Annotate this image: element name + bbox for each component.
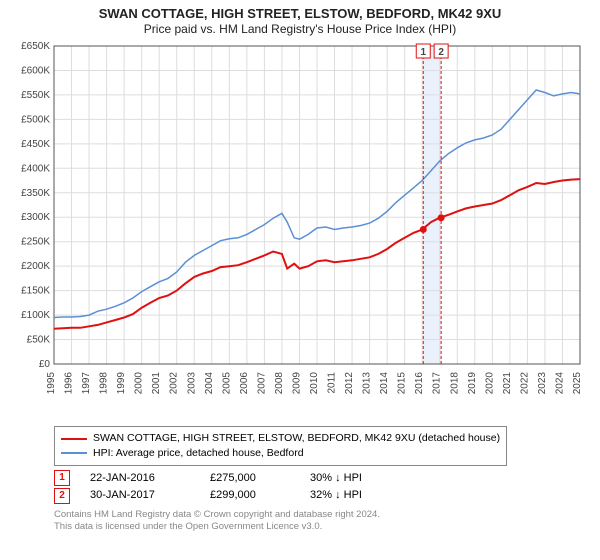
x-axis-label: 2009 — [291, 372, 302, 395]
sale-badge-number: 1 — [59, 470, 65, 486]
x-axis-label: 2003 — [186, 372, 197, 395]
x-axis-label: 2017 — [432, 372, 443, 395]
chart-container: SWAN COTTAGE, HIGH STREET, ELSTOW, BEDFO… — [0, 0, 600, 560]
x-axis-label: 1999 — [116, 372, 127, 395]
y-axis-label: £0 — [39, 359, 51, 370]
x-axis-label: 1997 — [81, 372, 92, 395]
legend: SWAN COTTAGE, HIGH STREET, ELSTOW, BEDFO… — [54, 426, 507, 465]
legend-swatch — [61, 452, 87, 454]
sale-row: 2 30-JAN-2017 £299,000 32% ↓ HPI — [54, 487, 590, 505]
y-axis-label: £200K — [21, 261, 50, 272]
chart-svg: £0 £50K £100K £150K £200K £250K £300K £350K £400… — [10, 40, 590, 420]
y-axis-label: £250K — [21, 237, 50, 248]
y-axis-label: £50K — [27, 335, 51, 346]
x-axis-label: 2012 — [344, 372, 355, 395]
x-axis-label: 2011 — [327, 372, 338, 394]
x-axis-label: 2013 — [362, 372, 373, 395]
x-axis-label: 2023 — [537, 372, 548, 395]
y-axis-label: £300K — [21, 212, 50, 223]
x-axis-label: 2008 — [274, 372, 285, 395]
x-axis-label: 2004 — [204, 372, 215, 395]
chart-plot-area: £0 £50K £100K £150K £200K £250K £300K £350K £400… — [10, 40, 590, 420]
x-axis-label: 2014 — [379, 372, 390, 395]
x-axis-label: 2016 — [414, 372, 425, 395]
sale-badge: 1 — [54, 470, 70, 486]
y-axis-label: £600K — [21, 66, 50, 77]
sale-date: 22-JAN-2016 — [90, 470, 190, 488]
x-axis-label: 2001 — [151, 372, 162, 395]
credits-line: This data is licensed under the Open Gov… — [54, 521, 590, 533]
chart-title: SWAN COTTAGE, HIGH STREET, ELSTOW, BEDFO… — [10, 6, 590, 22]
x-axis-label: 2022 — [519, 372, 530, 395]
sale-pct: 30% ↓ HPI — [310, 470, 362, 488]
sale-price: £299,000 — [210, 487, 290, 505]
y-axis-label: £550K — [21, 90, 50, 101]
x-axis-label: 2007 — [256, 372, 267, 395]
y-axis-label: £350K — [21, 188, 50, 199]
legend-swatch — [61, 438, 87, 440]
legend-row: HPI: Average price, detached house, Bedf… — [61, 446, 500, 461]
x-axis-label: 2020 — [484, 372, 495, 395]
x-axis-label: 2025 — [572, 372, 583, 395]
x-axis-label: 2019 — [467, 372, 478, 395]
x-axis-label: 2010 — [309, 372, 320, 395]
y-axis-label: £500K — [21, 115, 50, 126]
x-axis-label: 1995 — [46, 372, 57, 395]
sale-pct: 32% ↓ HPI — [310, 487, 362, 505]
legend-row: SWAN COTTAGE, HIGH STREET, ELSTOW, BEDFO… — [61, 431, 500, 446]
chart-subtitle: Price paid vs. HM Land Registry's House … — [10, 22, 590, 36]
y-axis-label: £450K — [21, 139, 50, 150]
sale-price: £275,000 — [210, 470, 290, 488]
sale-badge-number: 2 — [59, 488, 65, 504]
sale-date: 30-JAN-2017 — [90, 487, 190, 505]
y-axis-label: £100K — [21, 310, 50, 321]
y-axis-label: £150K — [21, 286, 50, 297]
x-axis-label: 2006 — [239, 372, 250, 395]
x-axis-label: 2018 — [449, 372, 460, 395]
sale-row: 1 22-JAN-2016 £275,000 30% ↓ HPI — [54, 470, 590, 488]
y-axis-label: £400K — [21, 164, 50, 175]
marker-badge: 1 — [420, 47, 426, 58]
x-axis-label: 1996 — [64, 372, 75, 395]
x-axis-label: 1998 — [99, 372, 110, 395]
x-axis-label: 2002 — [169, 372, 180, 395]
x-axis-label: 2021 — [502, 372, 513, 395]
legend-label: SWAN COTTAGE, HIGH STREET, ELSTOW, BEDFO… — [93, 431, 500, 446]
x-axis-label: 2000 — [134, 372, 145, 395]
y-axis-label: £650K — [21, 41, 50, 52]
credits-line: Contains HM Land Registry data © Crown c… — [54, 509, 590, 521]
credits: Contains HM Land Registry data © Crown c… — [54, 509, 590, 533]
x-axis-label: 2024 — [554, 372, 565, 395]
x-axis-label: 2015 — [397, 372, 408, 395]
x-axis-label: 2005 — [221, 372, 232, 395]
sales-table: 1 22-JAN-2016 £275,000 30% ↓ HPI 2 30-JA… — [54, 470, 590, 505]
marker-badge: 2 — [438, 47, 444, 58]
sale-badge: 2 — [54, 488, 70, 504]
legend-label: HPI: Average price, detached house, Bedf… — [93, 446, 304, 461]
